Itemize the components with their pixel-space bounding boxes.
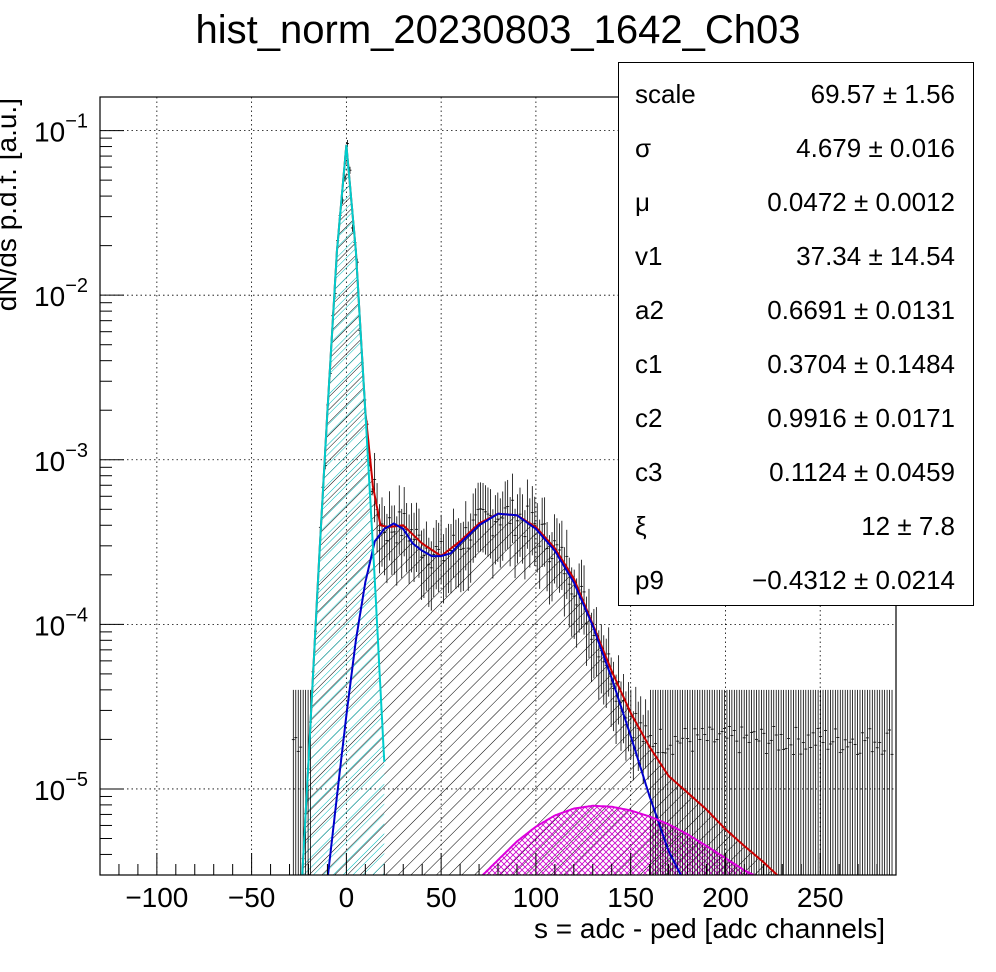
y-tick-label: 10−3 bbox=[34, 440, 88, 477]
stat-name: v1 bbox=[635, 241, 663, 271]
histogram-fill bbox=[302, 144, 778, 875]
stat-value: 69.57 ± 1.56 bbox=[810, 79, 955, 109]
stat-row: μ 0.0472 ± 0.0012 bbox=[619, 175, 973, 229]
x-tick-label: −100 bbox=[125, 882, 188, 913]
stat-name: scale bbox=[635, 79, 696, 109]
pedestal-fit-curve bbox=[301, 144, 386, 875]
stat-value: 37.34 ± 14.54 bbox=[796, 241, 955, 271]
stat-row: ξ 12 ± 7.8 bbox=[619, 499, 973, 553]
stat-value: 0.1124 ± 0.0459 bbox=[769, 457, 955, 487]
pedestal-fill bbox=[302, 144, 385, 875]
histogram-error-bars bbox=[291, 139, 894, 875]
stat-row: c3 0.1124 ± 0.0459 bbox=[619, 445, 973, 499]
stat-value: 12 ± 7.8 bbox=[861, 511, 955, 541]
y-tick-label: 10−5 bbox=[34, 769, 88, 806]
y-axis-title: dN/ds p.d.f. [a.u.] bbox=[0, 98, 22, 311]
stat-row: c2 0.9916 ± 0.0171 bbox=[619, 391, 973, 445]
y-tick-label: 10−2 bbox=[34, 275, 88, 312]
total-fit-curve bbox=[301, 144, 779, 875]
stat-name: p9 bbox=[635, 565, 664, 595]
stat-name: c3 bbox=[635, 457, 663, 487]
stat-value: −0.4312 ± 0.0214 bbox=[752, 565, 955, 595]
stat-row: v1 37.34 ± 14.54 bbox=[619, 229, 973, 283]
y-tick-label: 10−1 bbox=[34, 111, 88, 148]
tail-component-fill bbox=[482, 805, 754, 875]
stat-row: c1 0.3704 ± 0.1484 bbox=[619, 337, 973, 391]
signal-fit-curve bbox=[326, 512, 682, 875]
stat-value: 4.679 ± 0.016 bbox=[796, 133, 955, 163]
axis-ticks: −100 −50 0 50 100 150 200 250 10−1 10−2 10−3 10−4 10… bbox=[34, 111, 897, 913]
stat-row: a2 0.6691 ± 0.0131 bbox=[619, 283, 973, 337]
stat-name: c1 bbox=[635, 349, 663, 379]
stat-value: 0.6691 ± 0.0131 bbox=[767, 295, 955, 325]
x-axis-title: s = adc - ped [adc channels] bbox=[534, 913, 885, 944]
y-tick-label: 10−4 bbox=[34, 604, 88, 641]
chart-title: hist_norm_20230803_1642_Ch03 bbox=[195, 8, 801, 52]
stat-row: scale 69.57 ± 1.56 bbox=[619, 67, 973, 121]
tail-fit-curve bbox=[481, 804, 755, 875]
stat-name: ξ bbox=[635, 511, 647, 541]
stat-value: 0.9916 ± 0.0171 bbox=[767, 403, 955, 433]
fit-curves bbox=[301, 144, 779, 875]
stat-name: a2 bbox=[635, 295, 664, 325]
stat-name: μ bbox=[635, 187, 650, 217]
x-tick-label: −50 bbox=[228, 882, 276, 913]
stat-value: 0.0472 ± 0.0012 bbox=[767, 187, 955, 217]
x-tick-label: 100 bbox=[513, 882, 560, 913]
stat-value: 0.3704 ± 0.1484 bbox=[767, 349, 955, 379]
stat-row: σ 4.679 ± 0.016 bbox=[619, 121, 973, 175]
stat-name: σ bbox=[635, 133, 652, 163]
x-tick-label: 250 bbox=[797, 882, 844, 913]
x-tick-label: 0 bbox=[339, 882, 355, 913]
x-tick-label: 50 bbox=[426, 882, 457, 913]
stat-name: c2 bbox=[635, 403, 663, 433]
fill-areas bbox=[302, 144, 778, 875]
x-tick-label: 150 bbox=[607, 882, 654, 913]
fit-parameters-box: scale 69.57 ± 1.56 σ 4.679 ± 0.016 μ 0.0472 ±… bbox=[618, 62, 974, 606]
x-tick-label: 200 bbox=[702, 882, 749, 913]
stat-row: p9 −0.4312 ± 0.0214 bbox=[619, 553, 973, 607]
